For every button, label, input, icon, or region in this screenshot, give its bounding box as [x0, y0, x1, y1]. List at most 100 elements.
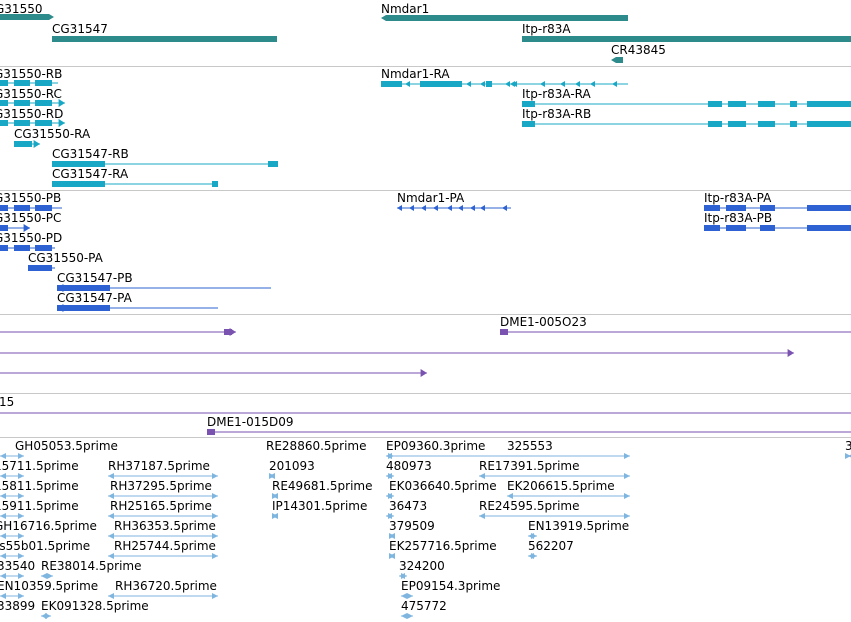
est-glyph-arrow[interactable]: [386, 453, 392, 459]
protein-glyph-cg31547-pa-exon[interactable]: [57, 305, 110, 311]
est-glyph-arrow[interactable]: [507, 493, 513, 499]
est-label-15711[interactable]: 15711.5prime: [0, 459, 79, 473]
clone-glyph-dme1-015d09-exon[interactable]: [207, 429, 215, 435]
est-label-partial-3[interactable]: 3: [845, 439, 851, 453]
est-glyph-arrow[interactable]: [401, 613, 407, 619]
est-glyph-arrow[interactable]: [848, 453, 851, 459]
est-label-re24595[interactable]: RE24595.5prime: [479, 499, 580, 513]
gene-glyph-nmdar1[interactable]: [381, 15, 628, 21]
protein-glyph-itp-r83a-pa-exon[interactable]: [760, 205, 775, 211]
est-glyph-arrow[interactable]: [108, 593, 114, 599]
est-label-379509[interactable]: 379509: [389, 519, 435, 533]
est-label-33540[interactable]: 33540: [0, 559, 36, 573]
transcript-glyph-cg31550-rb-exon[interactable]: [35, 80, 52, 86]
est-label-324200[interactable]: 324200: [399, 559, 445, 573]
transcript-label-cg31547-rb[interactable]: CG31547-RB: [52, 147, 129, 161]
protein-glyph-cg31550-pc-arrow[interactable]: [23, 224, 30, 232]
transcript-glyph-nmdar1-ra-chevron[interactable]: [612, 81, 617, 87]
est-label-ek206615[interactable]: EK206615.5prime: [507, 479, 615, 493]
est-label-325553[interactable]: 325553: [507, 439, 553, 453]
clone-glyph-1-arrow[interactable]: [229, 328, 236, 336]
transcript-glyph-cg31550-ra-arrow[interactable]: [33, 140, 40, 148]
est-glyph-arrow[interactable]: [18, 533, 24, 539]
transcript-glyph-cg31550-rc-exon[interactable]: [35, 100, 52, 106]
protein-glyph-nmdar1-pa-chevron[interactable]: [502, 205, 507, 211]
clone-label-dme1-005o23[interactable]: DME1-005O23: [500, 315, 587, 329]
gene-glyph-cg31550[interactable]: [0, 14, 54, 20]
est-glyph-arrow[interactable]: [386, 493, 392, 499]
est-label-rh25744[interactable]: RH25744.5prime: [114, 539, 216, 553]
clone-label-partial[interactable]: 15: [0, 395, 15, 409]
transcript-label-cg31550-rb[interactable]: G31550-RB: [0, 67, 63, 81]
transcript-glyph-itp-r83a-ra-exon[interactable]: [758, 101, 775, 107]
est-glyph-arrow[interactable]: [624, 513, 630, 519]
est-label-33899[interactable]: 33899: [0, 599, 36, 613]
est-glyph-arrow[interactable]: [108, 553, 114, 559]
est-glyph-arrow[interactable]: [18, 573, 24, 579]
transcript-glyph-nmdar1-ra-chevron[interactable]: [424, 81, 429, 87]
transcript-glyph-nmdar1-ra-chevron[interactable]: [466, 81, 471, 87]
protein-glyph-nmdar1-pa-chevron[interactable]: [458, 205, 463, 211]
transcript-glyph-cg31550-rd-exon[interactable]: [14, 120, 30, 126]
gene-label-cg31550[interactable]: G31550: [0, 2, 43, 16]
protein-label-cg31550-pd[interactable]: G31550-PD: [0, 231, 63, 245]
est-label-en10359[interactable]: EN10359.5prime: [0, 579, 99, 593]
est-glyph-arrow[interactable]: [0, 573, 6, 579]
gene-label-cr43845[interactable]: CR43845: [611, 43, 666, 57]
transcript-glyph-nmdar1-ra-chevron[interactable]: [452, 81, 457, 87]
clone-glyph-3-arrow[interactable]: [420, 369, 427, 377]
est-glyph-arrow[interactable]: [269, 473, 275, 479]
transcript-label-cg31547-ra[interactable]: CG31547-RA: [52, 167, 129, 181]
est-glyph-arrow[interactable]: [272, 493, 278, 499]
protein-label-nmdar1-pa[interactable]: Nmdar1-PA: [397, 191, 465, 205]
est-glyph-arrow[interactable]: [108, 533, 114, 539]
est-label-re17391[interactable]: RE17391.5prime: [479, 459, 580, 473]
gene-glyph-itp-r83a[interactable]: [522, 36, 851, 42]
transcript-glyph-itp-r83a-rb-exon[interactable]: [807, 121, 851, 127]
transcript-glyph-cg31547-ra-exon[interactable]: [52, 181, 105, 187]
protein-glyph-itp-r83a-pa-exon[interactable]: [807, 205, 851, 211]
transcript-glyph-itp-r83a-rb-exon[interactable]: [708, 121, 722, 127]
transcript-label-cg31550-ra[interactable]: CG31550-RA: [14, 127, 91, 141]
est-glyph-arrow[interactable]: [0, 553, 6, 559]
clone-glyph-1-exon[interactable]: [224, 329, 232, 335]
est-label-gh05053[interactable]: GH05053.5prime: [15, 439, 118, 453]
est-glyph-arrow[interactable]: [386, 473, 392, 479]
protein-glyph-cg31550-pd-exon[interactable]: [0, 245, 8, 251]
est-label-ip14301[interactable]: IP14301.5prime: [272, 499, 368, 513]
est-label-rh36720[interactable]: RH36720.5prime: [115, 579, 217, 593]
protein-label-cg31550-pc[interactable]: G31550-PC: [0, 211, 62, 225]
protein-label-cg31547-pb[interactable]: CG31547-PB: [57, 271, 133, 285]
transcript-label-nmdar1-ra[interactable]: Nmdar1-RA: [381, 67, 450, 81]
est-glyph-arrow[interactable]: [407, 613, 413, 619]
transcript-glyph-nmdar1-ra-chevron[interactable]: [560, 81, 565, 87]
est-label-ep09360[interactable]: EP09360.3prime: [386, 439, 486, 453]
est-glyph-arrow[interactable]: [212, 473, 218, 479]
protein-glyph-cg31550-pb-exon[interactable]: [35, 205, 52, 211]
transcript-glyph-cg31550-rd-arrow[interactable]: [58, 119, 65, 127]
est-glyph-arrow[interactable]: [47, 573, 53, 579]
est-glyph-arrow[interactable]: [41, 613, 47, 619]
clone-label-dme1-015d09[interactable]: DME1-015D09: [207, 415, 294, 429]
est-label-rh36353[interactable]: RH36353.5prime: [114, 519, 216, 533]
transcript-glyph-nmdar1-ra-chevron[interactable]: [540, 81, 545, 87]
est-glyph-arrow[interactable]: [389, 533, 395, 539]
est-label-en13919[interactable]: EN13919.5prime: [528, 519, 630, 533]
est-glyph-arrow[interactable]: [18, 493, 24, 499]
transcript-glyph-itp-r83a-rb-exon[interactable]: [790, 121, 797, 127]
transcript-glyph-cg31550-rb-exon[interactable]: [0, 80, 8, 86]
transcript-label-cg31550-rd[interactable]: G31550-RD: [0, 107, 64, 121]
gene-glyph-cr43845[interactable]: [611, 57, 623, 63]
transcript-glyph-cg31547-ra-exon[interactable]: [212, 181, 218, 187]
protein-glyph-nmdar1-pa-chevron[interactable]: [421, 205, 426, 211]
est-label-ep09154[interactable]: EP09154.3prime: [401, 579, 501, 593]
protein-glyph-nmdar1-pa-chevron[interactable]: [397, 205, 402, 211]
clone-glyph-dme1-005o23-exon[interactable]: [500, 329, 508, 335]
est-glyph-arrow[interactable]: [18, 473, 24, 479]
est-glyph-arrow[interactable]: [18, 553, 24, 559]
est-label-rh25165[interactable]: RH25165.5prime: [110, 499, 212, 513]
protein-glyph-nmdar1-pa-chevron[interactable]: [409, 205, 414, 211]
protein-glyph-cg31550-pc-exon[interactable]: [0, 225, 8, 231]
transcript-glyph-itp-r83a-ra-exon[interactable]: [522, 101, 535, 107]
protein-glyph-cg31550-pd-exon[interactable]: [14, 245, 30, 251]
